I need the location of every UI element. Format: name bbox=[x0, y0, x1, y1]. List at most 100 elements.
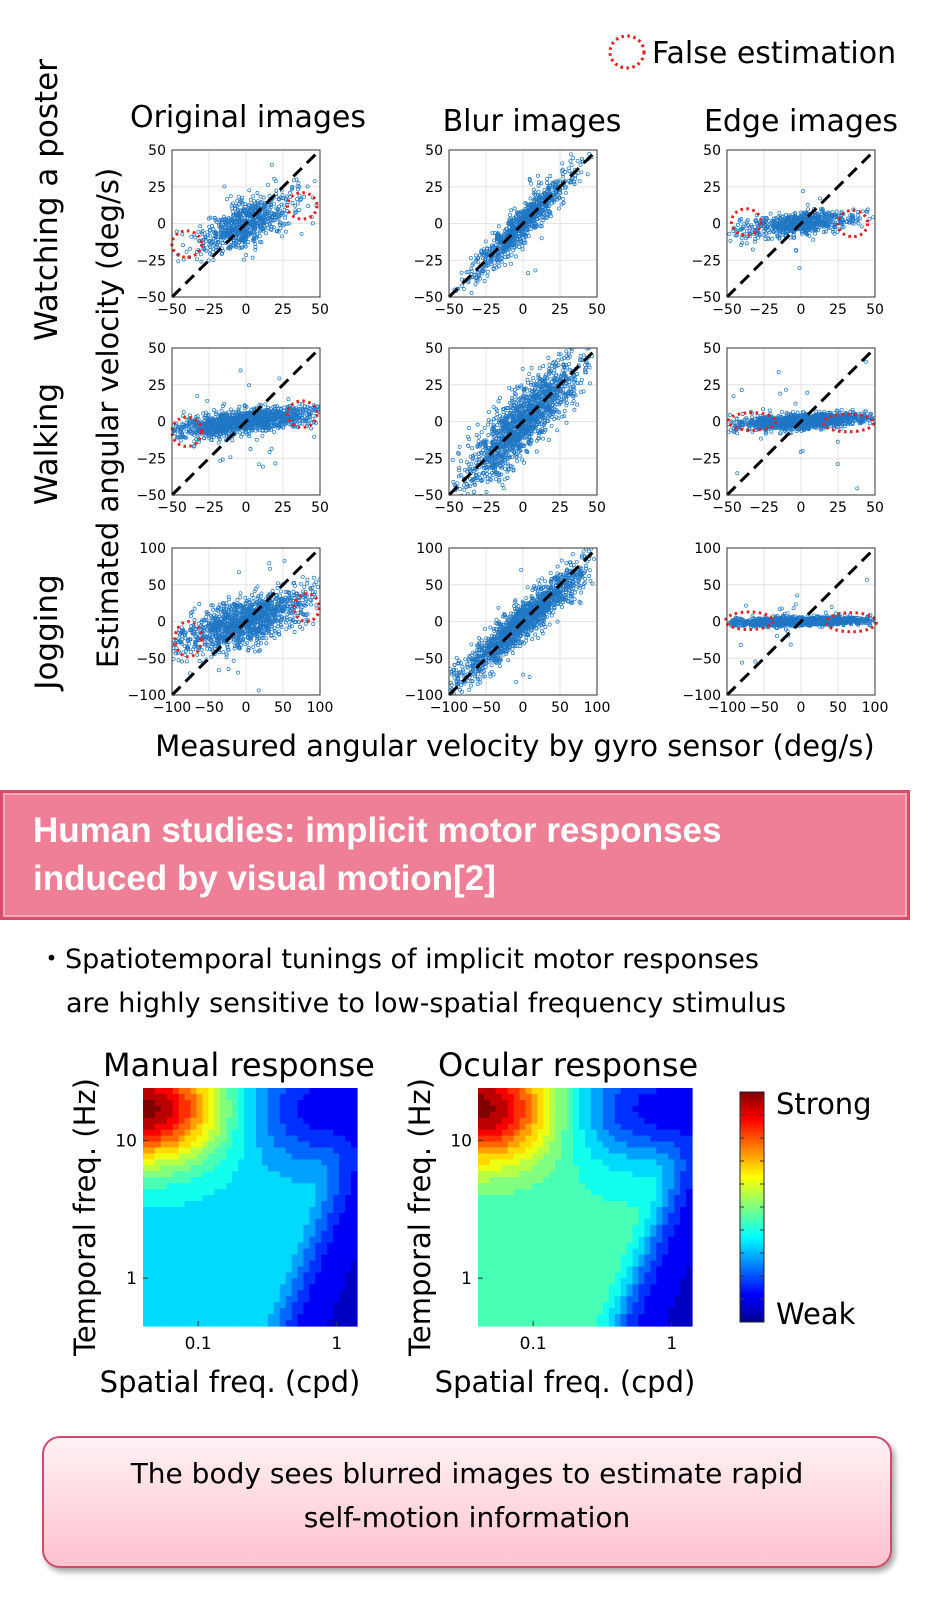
data-point bbox=[571, 378, 576, 383]
data-point bbox=[840, 217, 845, 222]
data-point bbox=[210, 224, 215, 228]
data-point bbox=[813, 231, 818, 236]
data-point bbox=[267, 409, 272, 414]
data-point bbox=[289, 420, 293, 425]
data-point bbox=[529, 365, 534, 370]
data-point bbox=[566, 178, 571, 183]
data-point bbox=[512, 245, 517, 250]
data-point bbox=[800, 229, 805, 233]
data-point bbox=[546, 414, 551, 419]
data-point bbox=[831, 229, 835, 234]
data-point bbox=[499, 252, 504, 257]
data-point bbox=[274, 192, 279, 197]
data-point bbox=[183, 423, 188, 428]
data-point bbox=[540, 404, 545, 409]
data-point bbox=[219, 408, 224, 413]
data-point bbox=[254, 437, 259, 442]
data-point bbox=[547, 398, 552, 403]
data-point bbox=[248, 213, 253, 218]
data-point bbox=[195, 414, 200, 419]
data-point bbox=[290, 416, 295, 421]
data-point bbox=[498, 457, 503, 462]
data-point bbox=[754, 228, 759, 233]
data-point bbox=[516, 212, 521, 217]
x-tick-label: −25 bbox=[194, 500, 224, 516]
data-point bbox=[496, 224, 501, 229]
data-point bbox=[279, 406, 284, 411]
data-point bbox=[541, 436, 545, 441]
data-point bbox=[496, 455, 501, 459]
data-point bbox=[206, 216, 211, 221]
data-point bbox=[544, 211, 549, 216]
data-point bbox=[475, 458, 480, 463]
data-point bbox=[551, 383, 556, 387]
data-point bbox=[262, 417, 267, 422]
data-point bbox=[839, 220, 844, 225]
data-point bbox=[821, 207, 825, 212]
data-point bbox=[175, 426, 180, 431]
data-point bbox=[236, 232, 241, 236]
data-point bbox=[579, 377, 584, 382]
data-point bbox=[246, 227, 251, 232]
data-point bbox=[259, 225, 264, 230]
data-point bbox=[851, 221, 856, 226]
data-point bbox=[464, 270, 469, 275]
data-point bbox=[279, 212, 284, 217]
data-point bbox=[478, 276, 483, 281]
data-point bbox=[533, 401, 538, 406]
data-point bbox=[840, 221, 845, 226]
data-point bbox=[269, 203, 274, 207]
data-point bbox=[563, 190, 568, 195]
data-point bbox=[479, 430, 484, 435]
data-point bbox=[783, 219, 788, 224]
data-point bbox=[494, 408, 499, 413]
data-point bbox=[499, 259, 504, 264]
data-point bbox=[560, 161, 565, 166]
data-point bbox=[217, 428, 222, 433]
data-point bbox=[268, 427, 273, 432]
data-point bbox=[477, 253, 482, 258]
data-point bbox=[220, 413, 224, 418]
data-point bbox=[752, 224, 757, 229]
data-point bbox=[235, 212, 240, 217]
data-point bbox=[502, 233, 507, 238]
data-point bbox=[190, 426, 195, 431]
data-point bbox=[560, 414, 565, 419]
data-point bbox=[261, 228, 266, 233]
data-point bbox=[267, 211, 272, 216]
data-point bbox=[297, 418, 302, 423]
data-point bbox=[187, 429, 192, 434]
data-point bbox=[280, 234, 285, 239]
data-point bbox=[238, 416, 243, 421]
data-point bbox=[219, 432, 224, 437]
data-point bbox=[471, 493, 476, 495]
data-point bbox=[276, 229, 281, 234]
data-point bbox=[180, 426, 185, 431]
data-point bbox=[457, 468, 461, 473]
x-tick-label: 0 bbox=[797, 302, 806, 318]
data-point bbox=[208, 233, 212, 238]
data-point bbox=[564, 397, 569, 402]
data-point bbox=[744, 229, 749, 234]
data-point bbox=[229, 221, 234, 226]
data-point bbox=[522, 240, 526, 245]
data-point bbox=[820, 211, 825, 216]
data-point bbox=[578, 381, 583, 386]
data-point bbox=[503, 255, 508, 259]
data-point bbox=[506, 463, 511, 468]
data-point bbox=[282, 207, 287, 212]
data-point bbox=[542, 187, 547, 192]
data-point bbox=[473, 253, 478, 258]
data-point bbox=[804, 210, 809, 215]
data-point bbox=[791, 235, 796, 240]
data-point bbox=[789, 219, 793, 224]
data-point bbox=[504, 248, 509, 253]
data-point bbox=[265, 412, 270, 416]
data-point bbox=[483, 444, 488, 449]
data-point bbox=[504, 226, 508, 231]
data-point bbox=[285, 221, 290, 226]
data-point bbox=[469, 291, 474, 295]
data-point bbox=[548, 209, 553, 214]
data-point bbox=[547, 189, 552, 194]
data-point bbox=[219, 228, 224, 233]
